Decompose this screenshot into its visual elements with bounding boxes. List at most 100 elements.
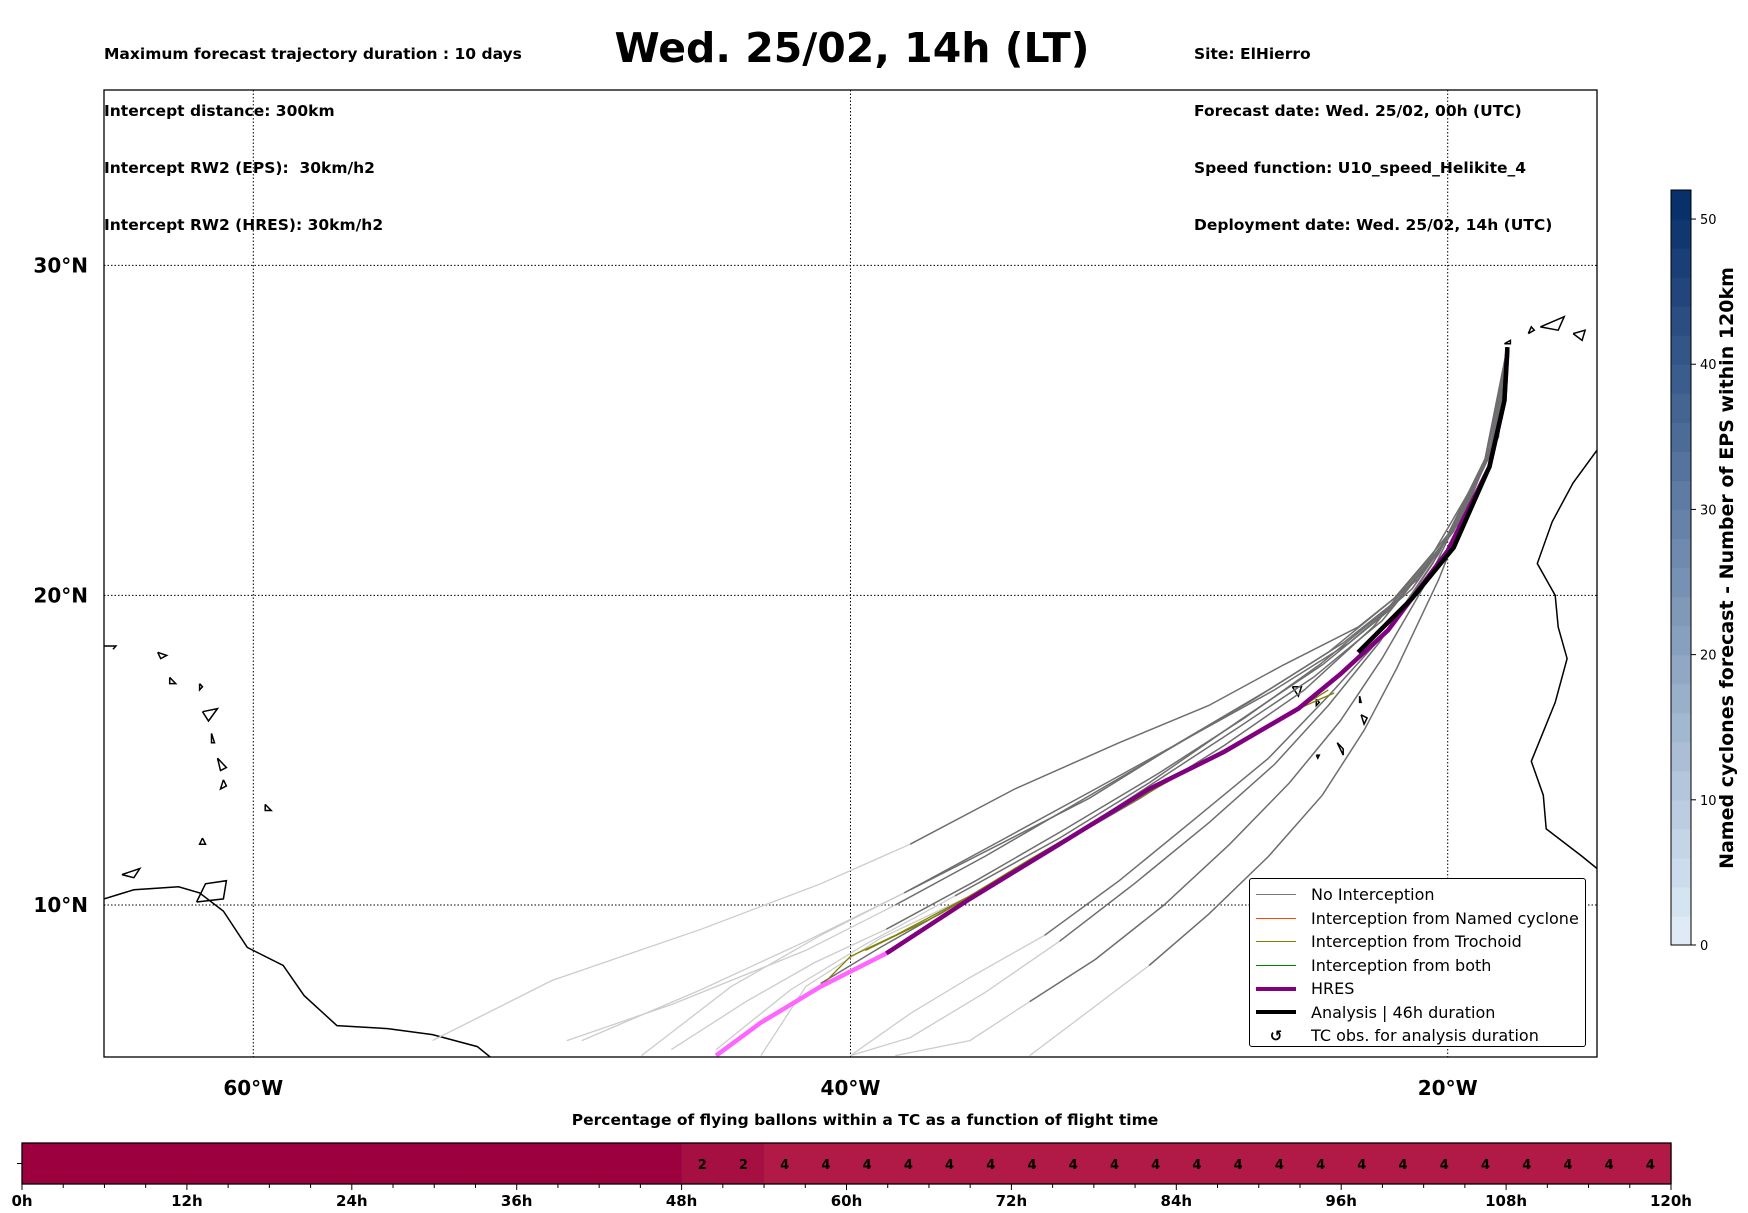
bar-cell (970, 1143, 1012, 1184)
legend-swatch (1256, 941, 1296, 943)
colorbar-segment (1671, 915, 1691, 946)
colorbar-tick-label: 0 (1700, 939, 1708, 954)
coastline (121, 867, 142, 879)
coastline (168, 676, 178, 685)
coastline (198, 837, 207, 845)
bar-cell-value: 2 (739, 1158, 748, 1173)
bar-cell (516, 1143, 559, 1184)
legend-label: Analysis | 46h duration (1311, 1002, 1496, 1022)
coastline (198, 683, 204, 692)
colorbar-segment (1671, 625, 1691, 656)
legend-label: Interception from Trochoid (1311, 932, 1522, 952)
bar-cell (1423, 1143, 1466, 1184)
analysis-trajectory (1356, 346, 1510, 654)
legend-label: Interception from Named cyclone (1311, 908, 1579, 928)
header-line: Intercept RW2 (EPS): 30km/h2 (104, 159, 375, 177)
bar-cell (310, 1143, 353, 1184)
coastline (1633, 293, 1645, 303)
ensemble-trajectory-late (566, 904, 896, 1042)
coastline (1504, 339, 1512, 345)
bar-tick-label: 0h (11, 1192, 32, 1210)
bar-cell (104, 1143, 147, 1184)
colorbar-segment (1671, 306, 1691, 336)
ensemble-trajectory (1029, 346, 1509, 1003)
colorbar-tick-label: 10 (1700, 794, 1717, 809)
x-tick-label: 40°W (821, 1076, 881, 1100)
ensemble-trajectory (903, 347, 1509, 894)
coastline (210, 733, 216, 744)
bar-cell (1382, 1143, 1425, 1184)
header-line: Intercept RW2 (HRES): 30km/h2 (104, 216, 384, 234)
ensemble-trajectory (954, 346, 1509, 897)
bar-cell (269, 1143, 312, 1184)
coastline (104, 645, 118, 650)
cyclone-icon: ↺ (1269, 1026, 1283, 1045)
bar-tick-label: 96h (1325, 1192, 1357, 1210)
ensemble-trajectory-late (432, 843, 911, 1042)
coastline (1360, 714, 1369, 727)
colorbar-segment (1671, 480, 1691, 511)
bar-cell (1506, 1143, 1548, 1184)
legend-swatch (1256, 894, 1296, 896)
bar-cell-value: 4 (1316, 1158, 1325, 1173)
bar-tick-label: 12h (171, 1192, 203, 1210)
bar-tick-label: 24h (336, 1192, 368, 1210)
legend: No Interception Interception from Named … (1249, 878, 1586, 1047)
colorbar-segment (1671, 422, 1691, 452)
bar-cell-value: 4 (1522, 1158, 1531, 1173)
coastline (1291, 686, 1303, 698)
coastline (1315, 754, 1321, 760)
coastline (1572, 329, 1587, 342)
colorbar-segment (1671, 393, 1691, 423)
legend-item: Interception from both (1256, 954, 1579, 978)
coastline (157, 651, 169, 660)
bar-cell-value: 4 (1192, 1158, 1201, 1173)
bar-tick-label: 120h (1650, 1192, 1692, 1210)
map-frame (103, 89, 1598, 1058)
bar-tick-label: 84h (1161, 1192, 1193, 1210)
bar-cell-value: 4 (1151, 1158, 1160, 1173)
colorbar-tick-label: 30 (1700, 503, 1717, 518)
bar-tick-label: 108h (1485, 1192, 1527, 1210)
legend-swatch (1256, 986, 1296, 991)
legend-label: No Interception (1311, 885, 1435, 905)
bar-cell (599, 1143, 641, 1184)
coastline (216, 757, 228, 772)
header-info-right: Site: ElHierro Forecast date: Wed. 25/02… (1194, 7, 1552, 254)
coastline (1530, 449, 1597, 870)
coastline (1527, 325, 1536, 335)
colorbar-segment (1671, 509, 1691, 540)
ensemble-trajectory-late (895, 1001, 1031, 1057)
coastline (1612, 310, 1630, 330)
ensemble-trajectory (894, 347, 1509, 906)
bar-cell (1052, 1143, 1095, 1184)
x-tick-label: 20°W (1418, 1076, 1478, 1100)
bar-cell-value: 4 (780, 1158, 789, 1173)
colorbar-segment (1671, 799, 1691, 830)
y-tick-label: 20°N (33, 583, 88, 607)
ensemble-trajectory-late (715, 895, 956, 1051)
ensemble-trajectory (1059, 346, 1509, 942)
bar-cell (681, 1143, 724, 1184)
coastline (1358, 695, 1363, 704)
colorbar-segment (1671, 654, 1691, 685)
header-line: Forecast date: Wed. 25/02, 00h (UTC) (1194, 102, 1522, 120)
colorbar-segment (1671, 596, 1691, 627)
colorbar-label: Named cyclones forecast - Number of EPS … (1716, 267, 1738, 869)
ensemble-trajectory-late (850, 940, 1060, 1057)
colorbar-segment (1671, 538, 1691, 569)
bar-cell (1135, 1143, 1177, 1184)
bar-cell (22, 1143, 64, 1184)
bar-cell-value: 4 (1027, 1158, 1036, 1173)
legend-swatch (1256, 964, 1296, 966)
colorbar-segment (1671, 567, 1691, 598)
ensemble-trajectory (909, 347, 1509, 891)
bar-cell-value: 4 (945, 1158, 954, 1173)
coastline (1540, 315, 1566, 332)
bar-cell-value: 4 (1110, 1158, 1119, 1173)
header-line: Maximum forecast trajectory duration : 1… (104, 45, 522, 63)
y-tick-label: 10°N (33, 893, 88, 917)
ensemble-trajectory-late (850, 934, 1045, 1057)
bar-cell (434, 1143, 477, 1184)
